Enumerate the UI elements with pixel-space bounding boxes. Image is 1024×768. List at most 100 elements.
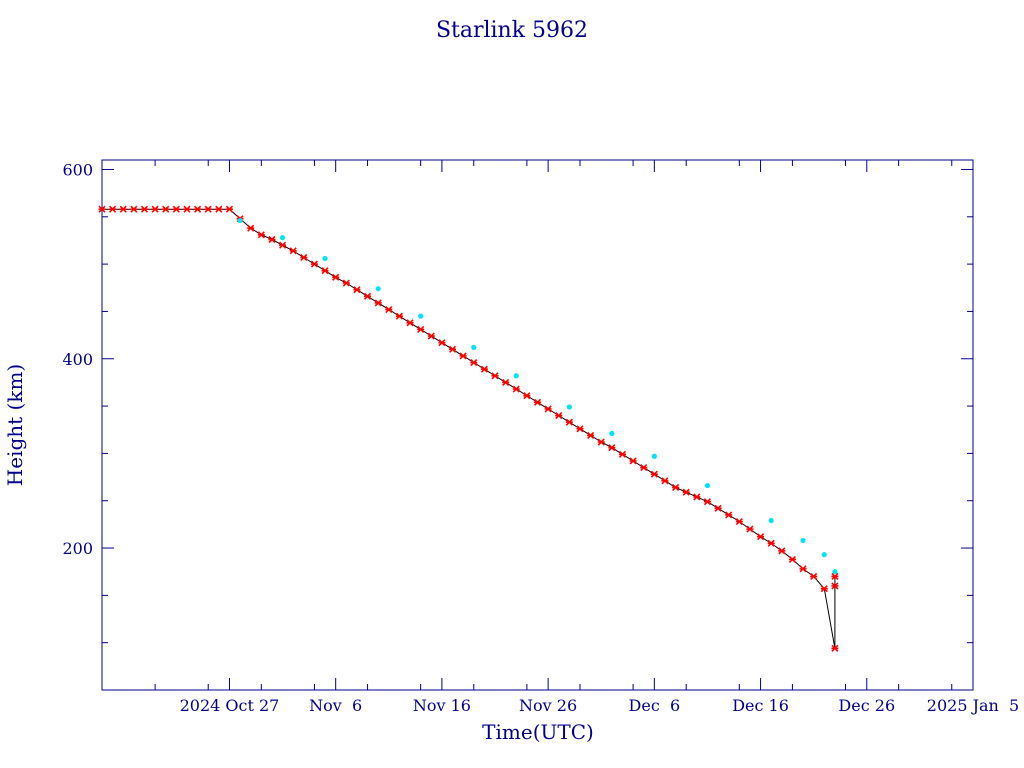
data-point-red xyxy=(225,205,234,213)
data-point-red xyxy=(279,241,287,249)
data-point-cyan xyxy=(821,552,827,558)
data-point-red xyxy=(565,418,573,426)
data-point-red xyxy=(204,205,212,213)
data-point-red xyxy=(257,231,265,239)
data-point-cyan xyxy=(322,255,328,262)
data-point-red xyxy=(194,205,202,213)
data-point-red xyxy=(310,260,319,268)
data-point-red xyxy=(746,525,754,533)
data-point-red xyxy=(650,470,658,478)
data-point-red xyxy=(544,405,552,413)
data-point-red xyxy=(289,247,297,255)
data-point-red xyxy=(672,483,680,492)
data-point-red xyxy=(119,205,127,213)
data-point-red xyxy=(480,365,488,373)
chart-title: Starlink 5962 xyxy=(436,18,588,43)
y-tick-label: 400 xyxy=(62,350,93,369)
data-point-red xyxy=(183,205,191,213)
data-point-red xyxy=(342,279,350,287)
data-point-red xyxy=(799,565,807,573)
data-point-red xyxy=(555,411,563,420)
data-point-red xyxy=(714,504,722,512)
data-point-red xyxy=(427,332,435,340)
data-point-red xyxy=(831,644,839,652)
data-point-red xyxy=(523,392,531,400)
x-tick-label: Dec 16 xyxy=(732,696,789,715)
data-point-red xyxy=(491,372,499,380)
trajectory-line xyxy=(102,208,836,649)
data-point-red xyxy=(438,339,446,347)
data-point-cyan xyxy=(566,404,572,410)
x-tick-labels: 2024 Oct 27 Nov 6 Nov 16 Nov 26 Dec 6 Dec 16 D… xyxy=(180,696,1020,715)
data-point-red xyxy=(300,253,308,262)
data-point-red xyxy=(268,235,276,244)
data-point-red xyxy=(703,498,712,506)
data-markers xyxy=(98,205,839,652)
data-point-cyan xyxy=(471,344,477,350)
data-point-red xyxy=(788,555,796,563)
data-point-red xyxy=(172,205,180,213)
data-point-red xyxy=(448,345,457,353)
data-point-red xyxy=(215,205,223,213)
y-tick-label: 200 xyxy=(62,539,93,558)
data-point-cyan xyxy=(418,313,424,319)
x-tick-label: Nov 26 xyxy=(519,696,577,715)
x-tick-label: Dec 6 xyxy=(629,696,681,715)
data-point-red xyxy=(395,312,403,320)
data-point-red xyxy=(661,477,669,485)
data-point-red xyxy=(470,358,478,367)
data-point-red xyxy=(587,431,595,439)
data-point-red xyxy=(767,539,775,547)
data-point-red xyxy=(810,572,818,580)
data-point-red xyxy=(353,286,361,294)
data-point-red xyxy=(98,205,106,213)
x-tick-label: Dec 26 xyxy=(838,696,895,715)
data-point-cyan xyxy=(800,537,806,544)
x-tick-label: 2024 Oct 27 xyxy=(180,696,280,715)
data-point-red xyxy=(459,352,467,360)
data-point-cyan xyxy=(651,453,657,459)
data-point-red xyxy=(597,438,605,446)
data-point-red xyxy=(374,299,382,307)
data-point-red xyxy=(162,205,170,213)
plot-frame xyxy=(101,159,974,691)
x-axis-label: Time(UTC) xyxy=(482,720,594,744)
axis-ticks xyxy=(101,160,974,690)
data-point-red xyxy=(332,273,340,281)
y-tick-label: 600 xyxy=(62,160,93,179)
y-tick-labels: 200 400 600 xyxy=(62,160,93,558)
data-point-red xyxy=(820,585,828,593)
data-point-red xyxy=(109,205,117,213)
data-point-red xyxy=(618,450,627,458)
data-point-red xyxy=(321,267,329,275)
data-point-cyan xyxy=(513,373,519,379)
data-point-red xyxy=(406,319,414,327)
data-point-red xyxy=(682,488,690,496)
x-tick-label: Nov 16 xyxy=(413,696,471,715)
data-point-red xyxy=(608,444,616,452)
data-point-red xyxy=(151,205,159,213)
data-point-red xyxy=(693,493,701,501)
data-point-red xyxy=(629,457,637,465)
data-point-cyan xyxy=(375,286,381,292)
data-point-cyan xyxy=(279,235,286,241)
data-point-red xyxy=(140,205,149,213)
data-point-red xyxy=(130,205,138,213)
data-point-red xyxy=(363,292,372,300)
data-point-cyan xyxy=(609,430,615,437)
x-tick-label: Nov 6 xyxy=(309,696,362,715)
data-point-red xyxy=(640,464,648,472)
data-point-cyan xyxy=(768,517,774,524)
data-point-red xyxy=(512,385,520,393)
data-point-red xyxy=(576,425,584,433)
data-point-cyan xyxy=(704,482,711,489)
data-point-red xyxy=(756,533,765,541)
data-point-red xyxy=(385,305,393,314)
data-point-red xyxy=(247,224,255,232)
data-point-red xyxy=(533,398,542,406)
data-point-cyan xyxy=(237,217,243,224)
data-point-red xyxy=(831,572,839,580)
y-axis-label: Height (km) xyxy=(3,364,27,486)
data-point-red xyxy=(502,378,510,386)
